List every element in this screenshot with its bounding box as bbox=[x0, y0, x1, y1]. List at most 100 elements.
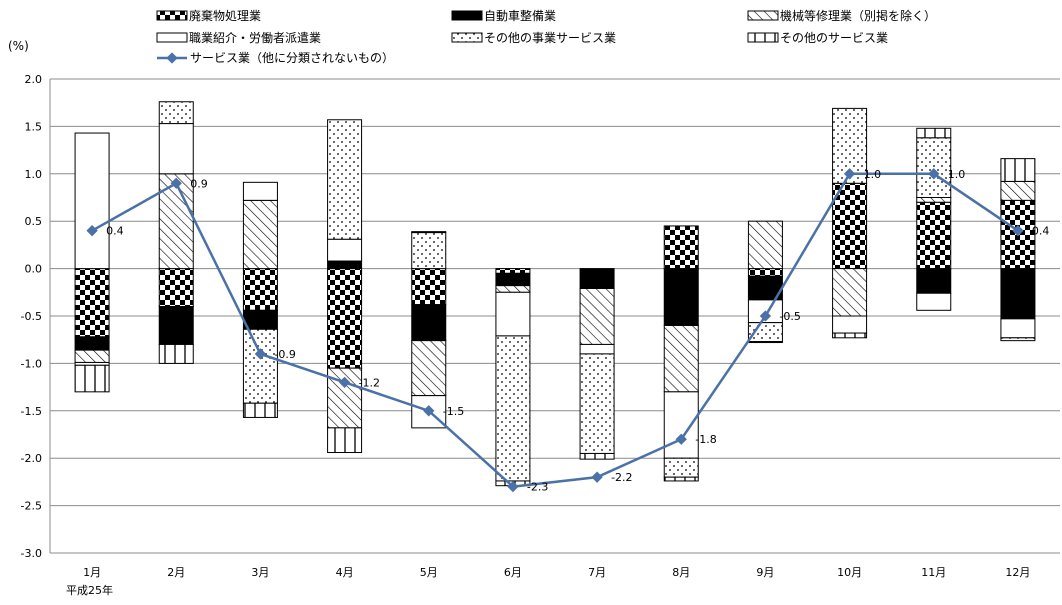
legend-label: 機械等修理業（別掲を除く） bbox=[780, 8, 936, 23]
bar-segment bbox=[327, 268, 363, 369]
data-label: 0.4 bbox=[106, 225, 124, 238]
bar-segment bbox=[1000, 158, 1036, 182]
data-label: 0.4 bbox=[1032, 225, 1050, 238]
data-label: -1.8 bbox=[695, 433, 716, 446]
line-point bbox=[928, 168, 940, 180]
line-point bbox=[338, 376, 351, 389]
bar-segment bbox=[579, 343, 615, 355]
legend-label: その他のサービス業 bbox=[780, 31, 888, 45]
data-label: -0.5 bbox=[779, 310, 800, 323]
bar-segment bbox=[74, 336, 110, 351]
bar-segment bbox=[916, 268, 952, 294]
gridlines bbox=[50, 78, 1060, 554]
bar-segment bbox=[1000, 318, 1036, 339]
legend-label: 自動車整備業 bbox=[484, 8, 556, 23]
x-axis: 1月 2月 3月 4月 5月 6月 7月 8月 9月 10月 11月 12月 bbox=[83, 566, 1030, 579]
line-point bbox=[423, 405, 435, 417]
line-point bbox=[1012, 225, 1024, 237]
bar-segment bbox=[495, 268, 531, 274]
data-label: -1.2 bbox=[359, 376, 380, 389]
x-tick-label: 9月 bbox=[756, 566, 774, 579]
legend-swatch bbox=[451, 10, 483, 21]
bar-segment bbox=[411, 340, 447, 397]
bar-segment bbox=[242, 402, 278, 418]
bar-segment bbox=[579, 452, 615, 460]
legend-label: 職業紹介・労働者派遣業 bbox=[189, 30, 321, 45]
stacked-bars bbox=[74, 101, 1036, 487]
bar-segment bbox=[74, 132, 110, 270]
bar-segment bbox=[327, 238, 363, 262]
bar-segment bbox=[158, 306, 194, 345]
legend-swatch bbox=[156, 32, 188, 43]
bar-segment bbox=[579, 353, 615, 454]
data-label: -0.9 bbox=[274, 348, 295, 361]
y-tick-label: -0.5 bbox=[21, 310, 42, 323]
bar-segment bbox=[74, 349, 110, 363]
line-point bbox=[254, 348, 267, 360]
x-tick-label: 5月 bbox=[420, 566, 438, 579]
y-tick-label: 0.5 bbox=[25, 215, 43, 228]
bar-segment bbox=[916, 137, 952, 198]
line-point bbox=[170, 177, 182, 189]
bar-segment bbox=[663, 324, 699, 393]
legend-label: その他の事業サービス業 bbox=[484, 31, 616, 45]
bar-segment bbox=[158, 343, 194, 364]
bar-segment bbox=[158, 268, 194, 308]
bar-segment bbox=[327, 119, 363, 240]
line-point bbox=[675, 433, 687, 445]
x-tick-label: 4月 bbox=[336, 566, 354, 579]
bar-segment bbox=[1000, 180, 1036, 201]
bar-segment bbox=[495, 285, 531, 293]
x-tick-label: 7月 bbox=[588, 566, 606, 579]
bar-segment bbox=[832, 268, 868, 317]
legend-label: 廃棄物処理業 bbox=[189, 8, 261, 23]
bar-segment bbox=[411, 268, 447, 306]
bar-segment bbox=[832, 332, 868, 339]
legend-label: サービス業（他に分類されないもの） bbox=[190, 51, 394, 65]
line-point bbox=[843, 168, 856, 180]
bar-segment bbox=[916, 127, 952, 139]
line-point bbox=[591, 471, 603, 483]
bar-segment bbox=[579, 268, 615, 290]
bar-segment bbox=[663, 391, 699, 459]
bar-segment bbox=[832, 315, 868, 334]
bar-segment bbox=[242, 181, 278, 201]
y-tick-label: -1.5 bbox=[21, 405, 42, 418]
legend-swatch bbox=[747, 32, 779, 43]
legend-swatch bbox=[156, 10, 188, 21]
x-tick-label: 6月 bbox=[504, 566, 522, 579]
bar-segment bbox=[916, 197, 952, 203]
y-tick-label: -2.5 bbox=[21, 500, 42, 513]
legend-swatch bbox=[451, 32, 483, 43]
line-series: 0.4 0.9 -0.9 -1.2 -1.5 -2.3 -2.2 -1.8 -0.5 1.0 1.0… bbox=[86, 168, 1049, 494]
x-axis-sublabel: 平成25年 bbox=[66, 583, 113, 597]
bar-segment bbox=[411, 231, 447, 234]
bar-segment bbox=[1000, 337, 1036, 342]
legend-line-marker bbox=[166, 52, 178, 64]
bar-segment bbox=[242, 199, 278, 270]
bar-segment bbox=[747, 268, 783, 277]
y-tick-label: -2.0 bbox=[21, 452, 42, 465]
data-label: -1.5 bbox=[443, 405, 464, 418]
bar-segment bbox=[495, 291, 531, 337]
legend-swatch bbox=[747, 10, 779, 21]
x-tick-label: 10月 bbox=[837, 566, 862, 579]
bar-segment bbox=[495, 335, 531, 482]
bar-segment bbox=[327, 260, 363, 270]
x-tick-label: 12月 bbox=[1005, 566, 1030, 579]
bar-segment bbox=[242, 268, 278, 311]
bar-segment bbox=[74, 364, 110, 393]
data-label: -2.3 bbox=[527, 481, 548, 494]
y-tick-label: 0.0 bbox=[25, 263, 43, 276]
y-tick-label: -3.0 bbox=[21, 547, 42, 560]
y-tick-label: 2.0 bbox=[25, 73, 43, 86]
bar-segment bbox=[747, 341, 783, 344]
bar-segment bbox=[411, 232, 447, 270]
bar-segment bbox=[242, 309, 278, 330]
bar-segment bbox=[663, 268, 699, 326]
y-axis: 2.0 1.5 1.0 0.5 0.0 -0.5 -1.0 -1.5 -2.0 -2.5 -3.0 bbox=[21, 73, 51, 560]
y-tick-label: 1.5 bbox=[25, 120, 43, 133]
data-label: 1.0 bbox=[864, 168, 882, 181]
